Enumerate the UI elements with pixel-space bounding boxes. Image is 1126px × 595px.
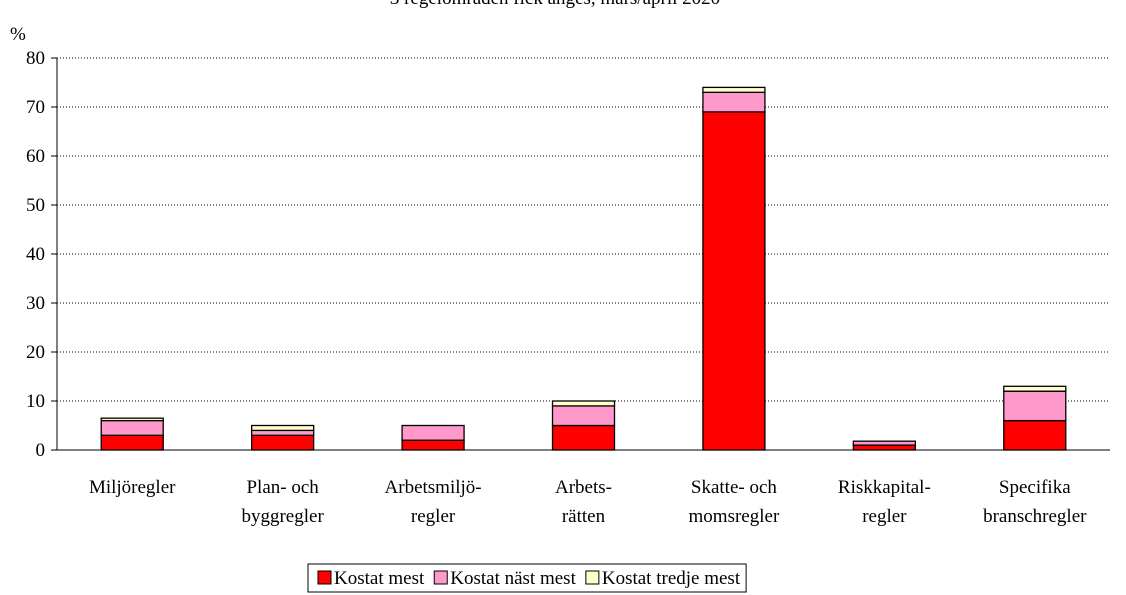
x-tick-label: Skatte- och momsregler [689,477,780,527]
y-tick-label: 30 [26,293,45,314]
x-tick-line: Miljöregler [89,477,176,498]
bar-segment [401,424,465,441]
x-tick-line: Arbets- [555,477,612,498]
x-tick-line: branschregler [983,506,1087,527]
x-tick-label: Miljöregler [89,477,176,498]
y-tick-label: 20 [26,342,45,363]
x-tick-label: Specifika branschregler [983,477,1087,527]
bar-segment [100,417,164,422]
bar-segment [401,439,465,451]
bar-segment [100,434,164,451]
bar-segment [702,86,766,93]
legend: Kostat mest Kostat näst mest Kostat tredje… [307,563,747,593]
y-tick-label: 10 [26,391,45,412]
legend-label: Kostat tredje mest [602,568,741,589]
x-tick-label: Plan- och byggregler [241,477,324,527]
legend-swatch [585,570,600,585]
bar-segment [551,400,616,407]
bar-segment [1003,385,1067,392]
x-tick-label: Arbets-rätten [555,477,612,527]
bar-segment [1003,419,1067,451]
x-tick-line: regler [862,506,907,527]
x-tick-line: rätten [562,506,606,527]
x-tick-line: Arbetsmiljö- [385,477,482,498]
legend-label: Kostat mest [334,568,425,589]
chart-title: 3 regelområden fick anges, mars/april 20… [390,0,720,9]
y-tick-label: 70 [26,97,45,118]
y-tick-label: 0 [36,440,46,461]
y-tick-label: 60 [26,146,45,167]
legend-label: Kostat näst mest [450,568,576,589]
bar-segment [852,440,917,446]
x-tick-line: Specifika [999,477,1071,498]
legend-swatch [433,570,448,585]
x-tick-line: regler [411,506,456,527]
legend-frame [307,563,747,593]
x-tick-line: Plan- och [246,477,319,498]
y-tick-label: 50 [26,195,45,216]
bar-segment [702,111,766,451]
bar-segment [551,424,616,451]
bar-segment [551,405,616,427]
bar-segment [250,424,315,432]
bar-segment [852,444,917,451]
x-tick-label: Riskkapital-regler [838,477,931,527]
y-axis-label: % [10,24,26,45]
bar-segment [100,419,164,436]
bar-segment [702,91,766,113]
y-tick-label: 80 [26,48,45,69]
bar-segment [250,434,315,451]
x-tick-line: Riskkapital- [838,477,931,498]
legend-swatch [317,570,332,585]
x-tick-line: byggregler [241,506,324,527]
bar-segment [1003,390,1067,422]
bar-segment [250,429,315,436]
x-tick-line: momsregler [689,506,780,527]
x-tick-label: Arbetsmiljö-regler [385,477,482,527]
x-tick-line: Skatte- och [691,477,778,498]
y-tick-label: 40 [26,244,45,265]
